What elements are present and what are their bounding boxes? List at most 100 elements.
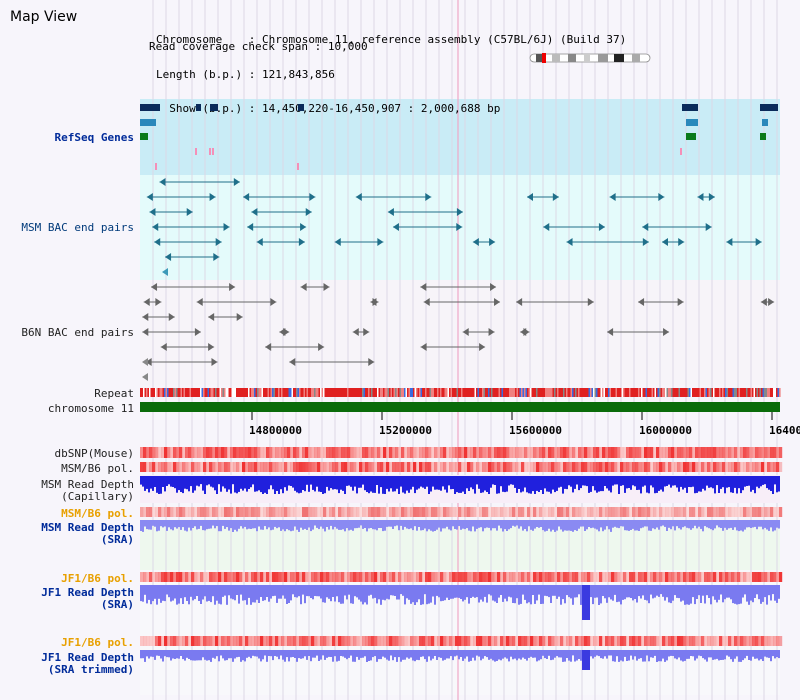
- track-label-dbsnp[interactable]: dbSNP(Mouse): [54, 447, 134, 460]
- msm-depth-cap-bar: [574, 476, 576, 489]
- jf1-pol2-cell: [212, 636, 216, 646]
- dbsnp-cell: [635, 447, 639, 458]
- repeat-segment: [188, 388, 190, 397]
- repeat-segment: [524, 388, 526, 397]
- dbsnp-cell: [575, 447, 579, 458]
- repeat-segment: [534, 388, 537, 397]
- jf1-depth-trim-bar: [368, 650, 370, 661]
- repeat-segment: [735, 388, 738, 397]
- jf1-pol-cell: [446, 572, 450, 582]
- repeat-segment: [650, 388, 652, 397]
- msm-bac-pair-end: [215, 238, 222, 246]
- msm-depth-cap-bar: [672, 476, 674, 486]
- repeat-segment: [626, 388, 628, 397]
- jf1-depth-trim-bar: [144, 650, 146, 662]
- track-label-jf1-depth-trim[interactable]: JF1 Read Depth: [41, 651, 134, 664]
- msm-depth-sra-bar: [194, 520, 196, 527]
- msm-depth-sra-bar: [456, 520, 458, 530]
- repeat-segment: [770, 388, 772, 397]
- repeat-segment: [347, 388, 349, 397]
- repeat-segment: [267, 388, 270, 397]
- jf1-pol2-cell: [650, 636, 654, 646]
- jf1-depth-trim-bar: [692, 650, 694, 657]
- chromosome-ideogram[interactable]: [528, 52, 654, 64]
- track-label-jf1-depth-sra[interactable]: JF1 Read Depth: [41, 586, 134, 599]
- jf1-depth-trim-bar: [254, 650, 256, 657]
- jf1-depth-sra-bar: [740, 585, 742, 604]
- jf1-depth-sra-bar: [412, 585, 414, 603]
- msm-depth-sra-bar: [716, 520, 718, 526]
- msm-depth-sra-bar: [334, 520, 336, 527]
- jf1-pol-cell: [386, 572, 390, 582]
- msm-depth-sra-bar: [438, 520, 440, 528]
- jf1-pol2-cell: [275, 636, 279, 646]
- jf1-pol-cell: [179, 572, 183, 582]
- jf1-depth-trim-bar: [298, 650, 300, 659]
- dbsnp-cell: [332, 447, 336, 458]
- dbsnp-cell: [425, 447, 429, 458]
- jf1-pol-cell: [518, 572, 522, 582]
- jf1-depth-sra-bar: [150, 585, 152, 605]
- jf1-depth-sra-bar: [354, 585, 356, 597]
- jf1-depth-sra-bar: [300, 585, 302, 605]
- msm-depth-sra-bar: [526, 520, 528, 532]
- msm-pol-cell: [356, 462, 360, 472]
- msm-depth-cap-bar: [496, 476, 498, 494]
- msm-depth-cap-bar: [200, 476, 202, 485]
- track-label-msm-depth-sra[interactable]: MSM Read Depth: [41, 521, 134, 534]
- dbsnp-cell: [551, 447, 555, 458]
- msm-pol-cell: [263, 462, 267, 472]
- msm-pol-cell: [713, 462, 717, 472]
- dbsnp-cell: [536, 447, 540, 458]
- dbsnp-cell: [176, 447, 180, 458]
- repeat-segment: [315, 388, 318, 397]
- track-label-msm-pol-1[interactable]: MSM/B6 pol.: [61, 462, 134, 475]
- msm-pol2-cell: [647, 507, 651, 517]
- jf1-depth-sra-bar: [240, 585, 242, 595]
- track-label-refseq[interactable]: RefSeq Genes: [54, 131, 134, 144]
- jf1-pol-cell: [170, 572, 174, 582]
- msm-depth-cap-bar: [328, 476, 330, 491]
- msm-depth-cap-bar: [708, 476, 710, 488]
- msm-bac-pair-end: [658, 193, 665, 201]
- jf1-depth-sra-bar: [298, 585, 300, 597]
- track-label-msm-bac[interactable]: MSM BAC end pairs: [21, 221, 134, 234]
- msm-pol-cell: [266, 462, 270, 472]
- track-label-msm-pol-2[interactable]: MSM/B6 pol.: [61, 507, 134, 520]
- msm-pol-cell: [341, 462, 345, 472]
- jf1-depth-trim-bar: [474, 650, 476, 661]
- jf1-depth-trim-bar: [224, 650, 226, 661]
- jf1-depth-sra-bar: [520, 585, 522, 604]
- msm-depth-cap-bar: [296, 476, 298, 493]
- msm-pol2-cell: [701, 507, 705, 517]
- jf1-depth-trim-bar: [238, 650, 240, 657]
- jf1-depth-sra-bar: [624, 585, 626, 600]
- msm-depth-cap-bar: [604, 476, 606, 486]
- msm-depth-cap-bar: [766, 476, 768, 489]
- jf1-pol-cell: [608, 572, 612, 582]
- b6n-bac-pair-end: [145, 358, 152, 366]
- track-label-msm-depth-cap[interactable]: MSM Read Depth: [41, 478, 134, 491]
- msm-pol2-cell: [398, 507, 402, 517]
- msm-pol-cell: [704, 462, 708, 472]
- track-label-jf1-pol-2[interactable]: JF1/B6 pol.: [61, 636, 134, 649]
- msm-depth-sra-bar: [364, 520, 366, 528]
- msm-pol-cell: [593, 462, 597, 472]
- show-value: 14,450,220-16,450,907 : 2,000,688 bp: [261, 102, 501, 115]
- msm-depth-cap-bar: [544, 476, 546, 489]
- repeat-segment: [509, 388, 511, 397]
- dbsnp-cell: [458, 447, 462, 458]
- msm-depth-cap-bar: [404, 476, 406, 494]
- msm-depth-cap-bar: [548, 476, 550, 492]
- track-label-b6n-bac[interactable]: B6N BAC end pairs: [21, 326, 134, 339]
- msm-depth-sra-bar: [530, 520, 532, 530]
- jf1-depth-sra-bar: [246, 585, 248, 605]
- msm-depth-sra-bar: [768, 520, 770, 531]
- jf1-depth-trim-bar: [296, 650, 298, 662]
- msm-depth-cap-bar: [682, 476, 684, 490]
- track-label-jf1-pol-1[interactable]: JF1/B6 pol.: [61, 572, 134, 585]
- jf1-depth-trim-bar: [498, 650, 500, 660]
- jf1-pol-cell: [458, 572, 462, 582]
- msm-depth-cap-bar: [366, 476, 368, 492]
